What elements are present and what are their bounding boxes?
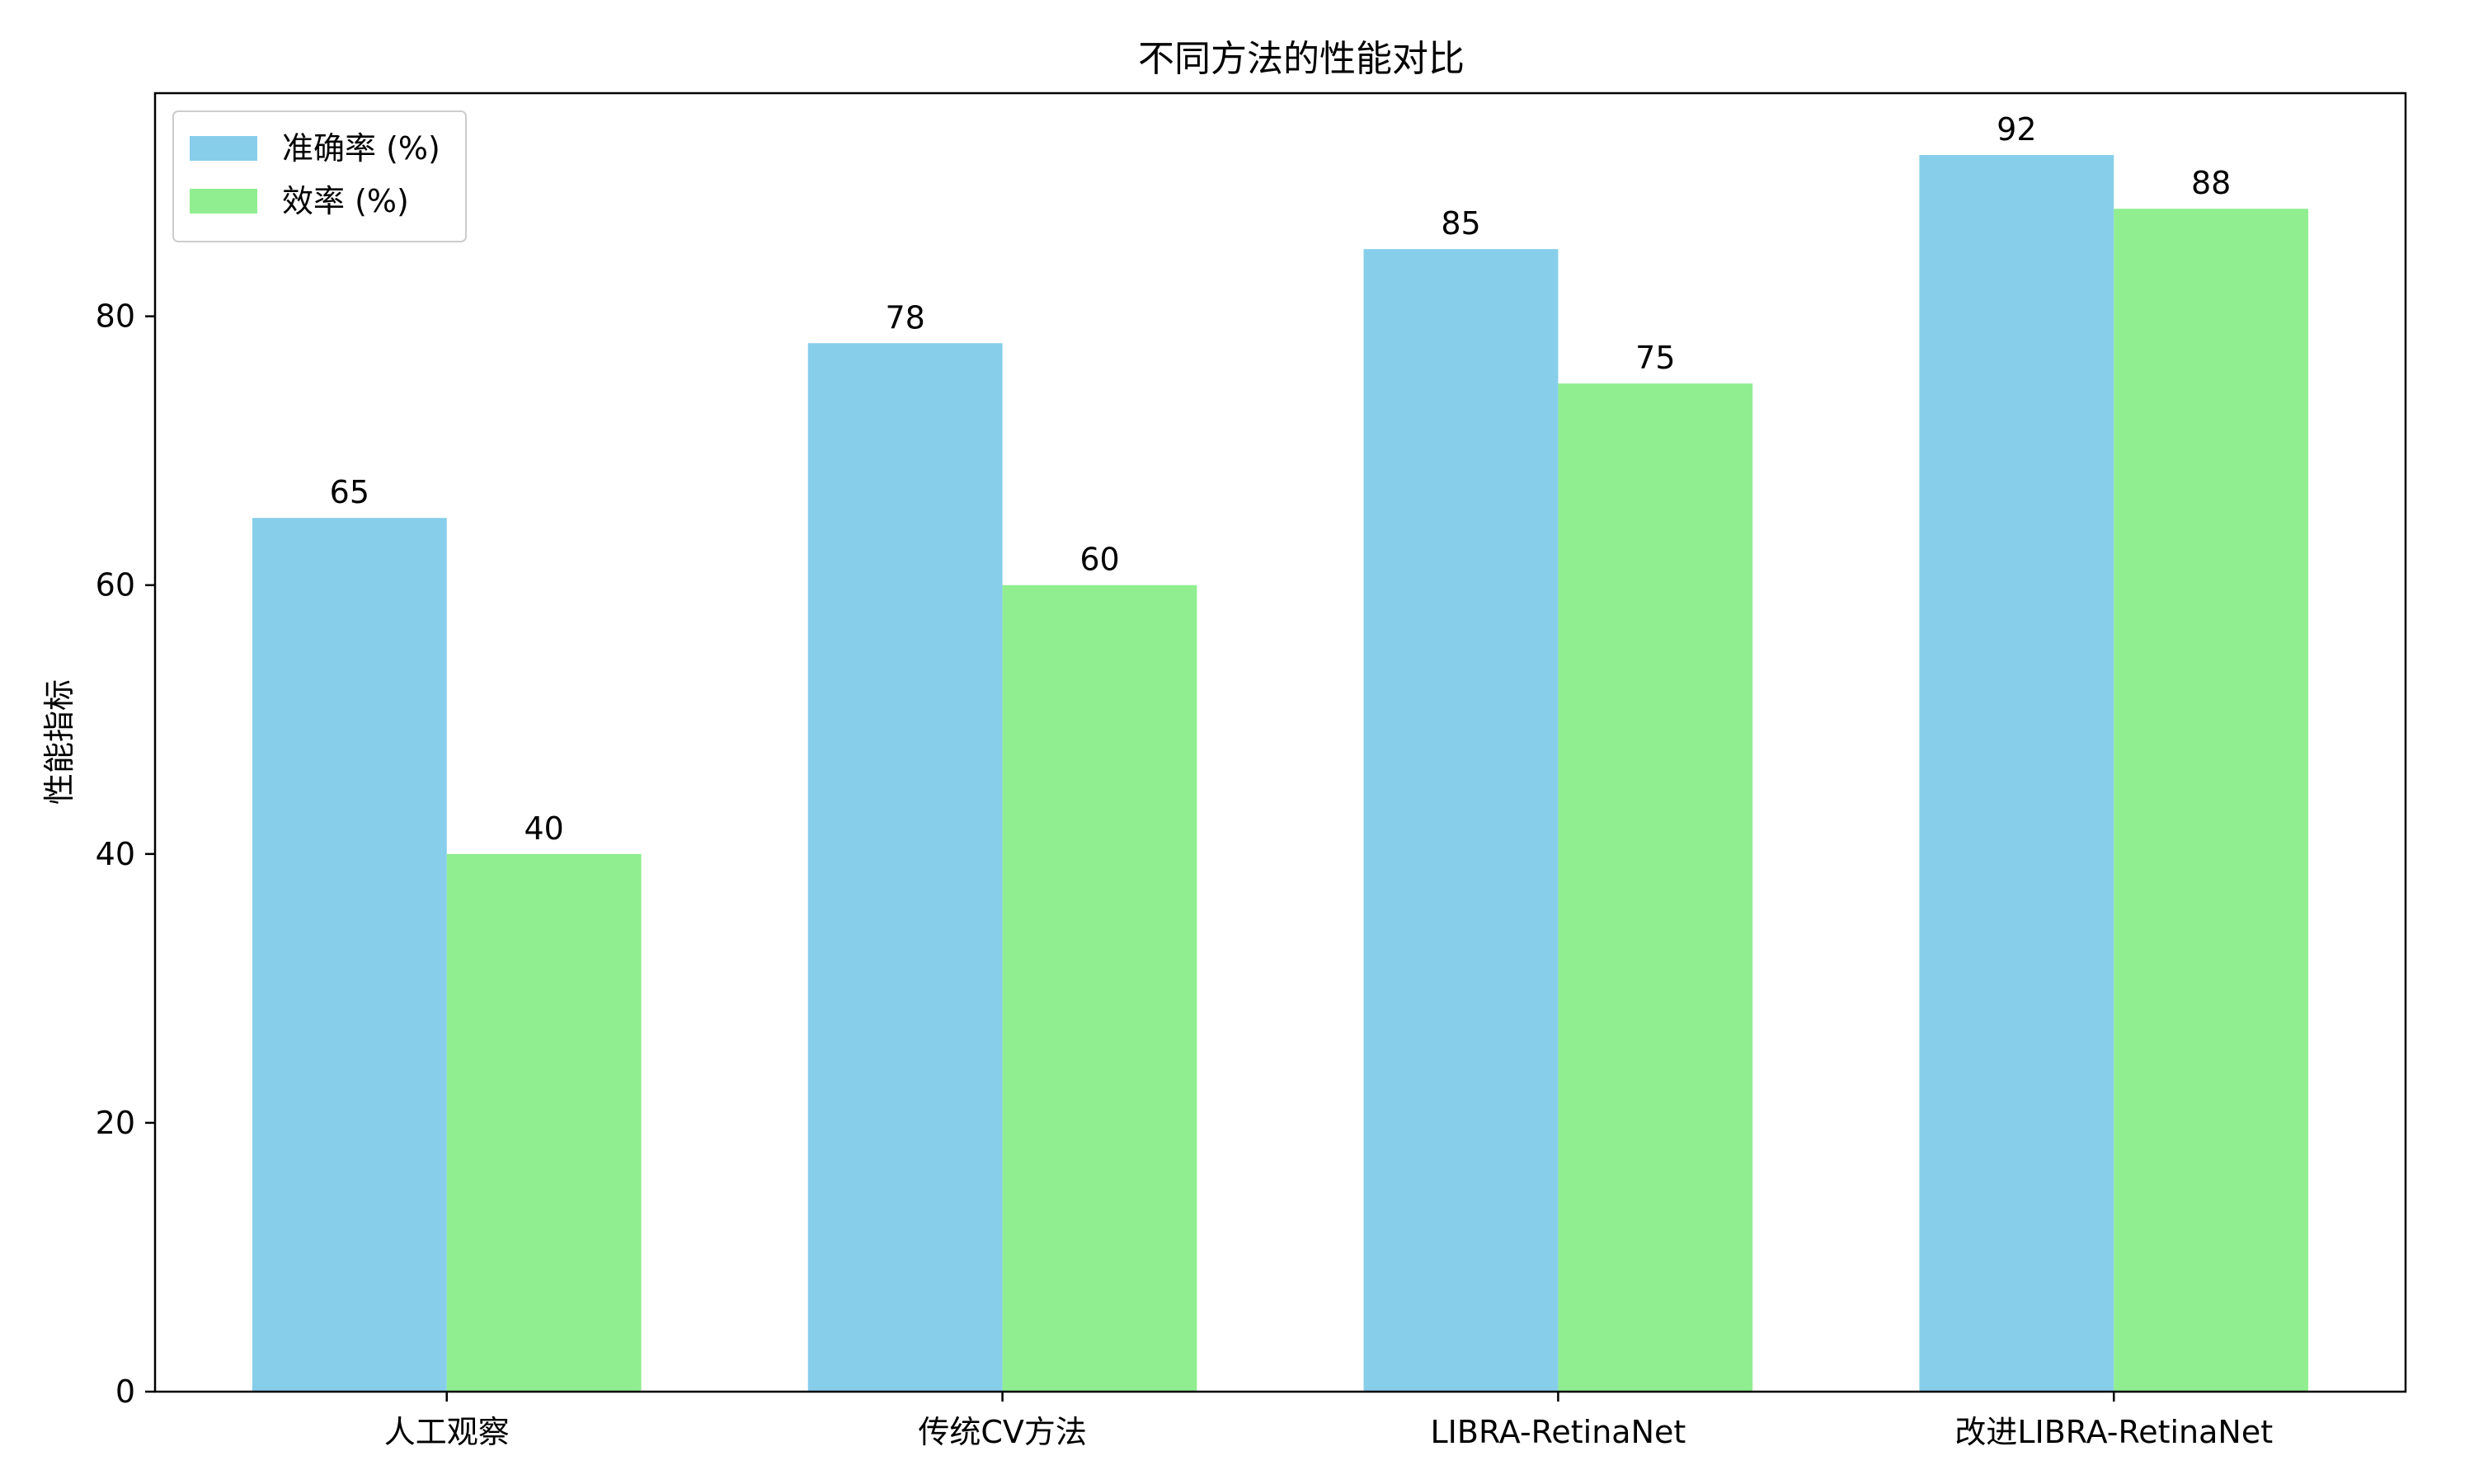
bar-efficiency-2 — [1558, 383, 1753, 1392]
bar-value-label: 65 — [330, 474, 369, 510]
bar-value-label: 60 — [1079, 542, 1119, 578]
bar-efficiency-0 — [446, 853, 642, 1392]
bar-accuracy-0 — [252, 518, 447, 1392]
legend-label-1: 效率 (%) — [282, 183, 409, 219]
x-tick-label: LIBRA-RetinaNet — [1431, 1414, 1686, 1450]
x-tick-label: 传统CV方法 — [918, 1414, 1087, 1450]
legend-swatch-1 — [190, 189, 257, 214]
bar-value-label: 92 — [1997, 111, 2036, 148]
bars-layer — [252, 155, 2309, 1392]
plot-frame — [153, 92, 2407, 1393]
y-tick-label: 40 — [96, 836, 135, 872]
bar-efficiency-3 — [2114, 209, 2309, 1392]
bar-value-label: 78 — [885, 299, 924, 336]
axes: 0 20 40 60 80 人工观察 传统CV方法 LIBRA-RetinaNet 改进LIBR… — [96, 92, 2407, 1450]
x-tick-label: 改进LIBRA-RetinaNet — [1954, 1414, 2273, 1450]
y-tick-label: 20 — [96, 1105, 135, 1141]
chart-title: 不同方法的性能对比 — [1138, 38, 1465, 80]
y-tick-label: 0 — [115, 1374, 135, 1410]
y-axis-label: 性能指标 — [41, 679, 78, 805]
bar-efficiency-1 — [1002, 585, 1197, 1392]
bar-value-labels: 65 78 85 92 40 60 75 88 — [330, 111, 2232, 847]
legend: 准确率 (%) 效率 (%) — [172, 110, 467, 242]
x-tick-label: 人工观察 — [384, 1414, 510, 1450]
bar-accuracy-1 — [807, 343, 1003, 1392]
bar-value-label: 40 — [524, 810, 563, 847]
bar-value-label: 75 — [1635, 340, 1675, 376]
y-tick-label: 80 — [96, 298, 135, 335]
bar-value-label: 85 — [1441, 205, 1480, 242]
legend-label-0: 准确率 (%) — [282, 130, 440, 167]
bar-accuracy-3 — [1919, 155, 2114, 1392]
y-tick-label: 60 — [96, 567, 135, 603]
legend-swatch-0 — [190, 136, 257, 161]
bar-accuracy-2 — [1363, 249, 1559, 1392]
bar-value-label: 88 — [2191, 165, 2231, 201]
